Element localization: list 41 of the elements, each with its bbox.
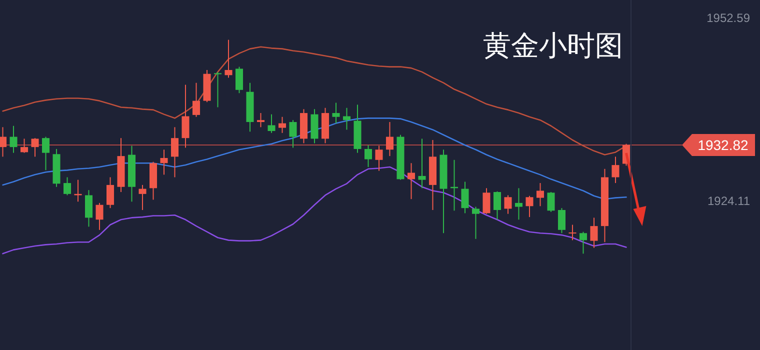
candlestick <box>418 138 426 189</box>
candlestick <box>84 190 93 228</box>
candlestick <box>568 224 576 241</box>
candlestick <box>214 71 222 108</box>
line-series <box>2 166 627 254</box>
candlestick <box>536 182 544 207</box>
y-tick-label: 1924.11 <box>708 194 750 208</box>
candlestick <box>482 188 490 214</box>
candlestick <box>235 66 244 94</box>
candlestick <box>364 144 372 168</box>
candlestick <box>514 188 523 220</box>
candlestick <box>472 206 480 240</box>
candlestick <box>160 149 168 176</box>
candlestick <box>493 190 502 220</box>
candlestick <box>256 112 265 128</box>
candlestick <box>268 114 276 134</box>
candlestick <box>289 120 297 148</box>
candlestick <box>407 162 416 200</box>
candlestick <box>461 181 469 214</box>
candlestick <box>526 195 534 218</box>
text: 黄金小时图 <box>483 30 623 61</box>
candlestick <box>192 82 200 118</box>
line-series <box>2 118 627 200</box>
candlestick <box>579 231 587 254</box>
y-tick-label: 1952.59 <box>706 10 750 25</box>
candlestick <box>332 102 340 124</box>
candlestick <box>558 208 566 234</box>
candlestick <box>106 176 114 209</box>
candlestick <box>612 156 620 184</box>
candlestick <box>10 125 18 154</box>
candlestick <box>504 194 512 214</box>
candlestick <box>42 136 50 171</box>
candlestick <box>224 39 232 78</box>
candlestick <box>547 192 555 212</box>
candlestick <box>96 202 104 230</box>
candlestick <box>342 107 351 130</box>
candlestick <box>278 116 286 134</box>
candlestick <box>63 176 72 196</box>
candlestick <box>138 184 146 210</box>
candlestick <box>590 217 598 248</box>
ref-line-label: 1932.82 <box>698 137 749 154</box>
